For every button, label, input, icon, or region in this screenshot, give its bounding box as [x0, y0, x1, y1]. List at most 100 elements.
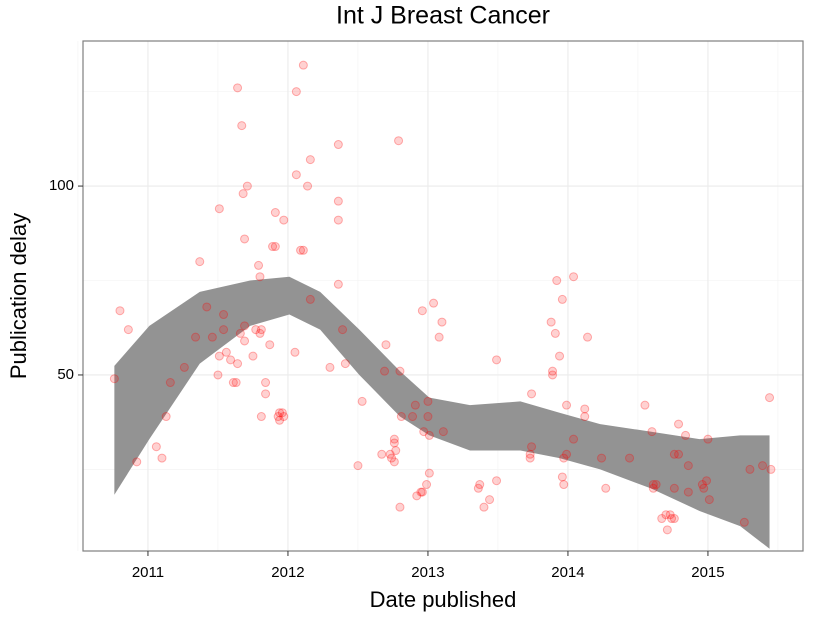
point: [191, 332, 201, 342]
point: [492, 476, 502, 486]
x-tick-label: 2015: [691, 564, 724, 581]
point: [580, 404, 590, 414]
point: [419, 427, 429, 437]
point: [115, 306, 125, 316]
point: [157, 453, 167, 463]
point: [161, 412, 171, 422]
point: [389, 457, 399, 467]
point: [214, 204, 224, 214]
point: [333, 140, 343, 150]
axes: 2011 2012 2013 2014 2015 50 100: [49, 177, 725, 581]
point: [231, 378, 241, 388]
point: [228, 378, 238, 388]
point: [298, 245, 308, 255]
point: [240, 234, 250, 244]
point: [273, 412, 283, 422]
point: [704, 495, 714, 505]
point: [395, 366, 405, 376]
point: [562, 449, 572, 459]
point: [270, 208, 280, 218]
point: [669, 514, 679, 524]
plot-border: [82, 40, 804, 552]
point: [583, 332, 593, 342]
point: [381, 340, 391, 350]
point: [765, 393, 775, 403]
point: [305, 294, 315, 304]
point: [681, 430, 691, 440]
point: [492, 355, 502, 365]
point: [648, 483, 658, 493]
point: [290, 347, 300, 357]
point: [333, 279, 343, 289]
point: [674, 419, 684, 429]
point: [213, 370, 223, 380]
point: [702, 476, 712, 486]
point: [555, 351, 565, 361]
point: [424, 430, 434, 440]
point: [305, 155, 315, 165]
point: [233, 359, 243, 369]
point: [438, 427, 448, 437]
point: [580, 412, 590, 422]
point: [333, 215, 343, 225]
point: [745, 464, 755, 474]
y-tick-label: 100: [49, 177, 74, 194]
point: [377, 449, 387, 459]
point: [256, 325, 266, 335]
point: [475, 480, 485, 490]
marks: [109, 60, 776, 549]
point: [237, 121, 247, 131]
point: [296, 245, 306, 255]
point: [391, 446, 401, 456]
point: [569, 272, 579, 282]
point: [291, 170, 301, 180]
point: [683, 461, 693, 471]
point: [423, 396, 433, 406]
point: [485, 495, 495, 505]
point: [333, 196, 343, 206]
point: [270, 242, 280, 252]
confidence-band: [114, 276, 770, 549]
point: [412, 491, 422, 501]
point: [601, 483, 611, 493]
point: [424, 468, 434, 478]
point: [569, 434, 579, 444]
point: [625, 453, 635, 463]
point: [202, 302, 212, 312]
point: [357, 396, 367, 406]
point: [123, 325, 133, 335]
point: [557, 472, 567, 482]
point: [298, 60, 308, 70]
point: [657, 514, 667, 524]
point: [697, 480, 707, 490]
point: [674, 449, 684, 459]
chart-title: Int J Breast Cancer: [336, 2, 550, 30]
point: [214, 351, 224, 361]
point: [340, 359, 350, 369]
point: [661, 510, 671, 520]
point: [417, 306, 427, 316]
point: [648, 480, 658, 490]
point: [238, 189, 248, 199]
point: [434, 332, 444, 342]
point: [417, 487, 427, 497]
point: [279, 412, 289, 422]
point: [235, 328, 245, 338]
point: [423, 412, 433, 422]
point: [525, 449, 535, 459]
point: [416, 487, 426, 497]
point: [665, 510, 675, 520]
point: [248, 351, 258, 361]
point: [394, 136, 404, 146]
point: [165, 378, 175, 388]
point: [699, 483, 709, 493]
point: [179, 362, 189, 372]
point: [226, 355, 236, 365]
point: [132, 457, 142, 467]
point: [275, 415, 285, 425]
point: [275, 408, 285, 418]
point: [151, 442, 161, 452]
point: [265, 340, 275, 350]
point: [251, 325, 261, 335]
point: [385, 449, 395, 459]
